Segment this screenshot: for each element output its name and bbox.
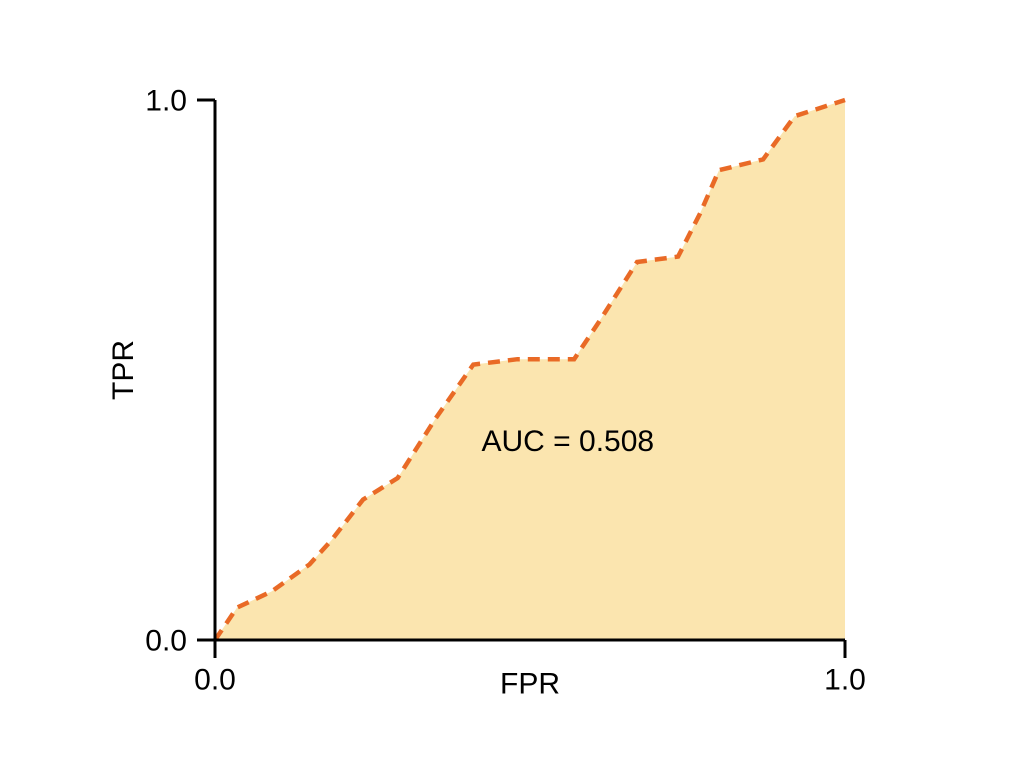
x-tick-label: 0.0 <box>194 664 236 697</box>
y-tick-label: 1.0 <box>145 85 187 118</box>
y-tick-label: 0.0 <box>145 625 187 658</box>
roc-chart: 0.0 1.0 0.0 1.0 FPR TPR AUC = 0.508 <box>0 0 1024 768</box>
x-axis-label: FPR <box>500 668 560 701</box>
x-tick-label: 1.0 <box>824 664 866 697</box>
auc-fill <box>215 100 845 640</box>
auc-annotation: AUC = 0.508 <box>481 425 654 458</box>
chart-container: 0.0 1.0 0.0 1.0 FPR TPR AUC = 0.508 <box>0 0 1024 768</box>
y-axis-label: TPR <box>107 340 140 400</box>
